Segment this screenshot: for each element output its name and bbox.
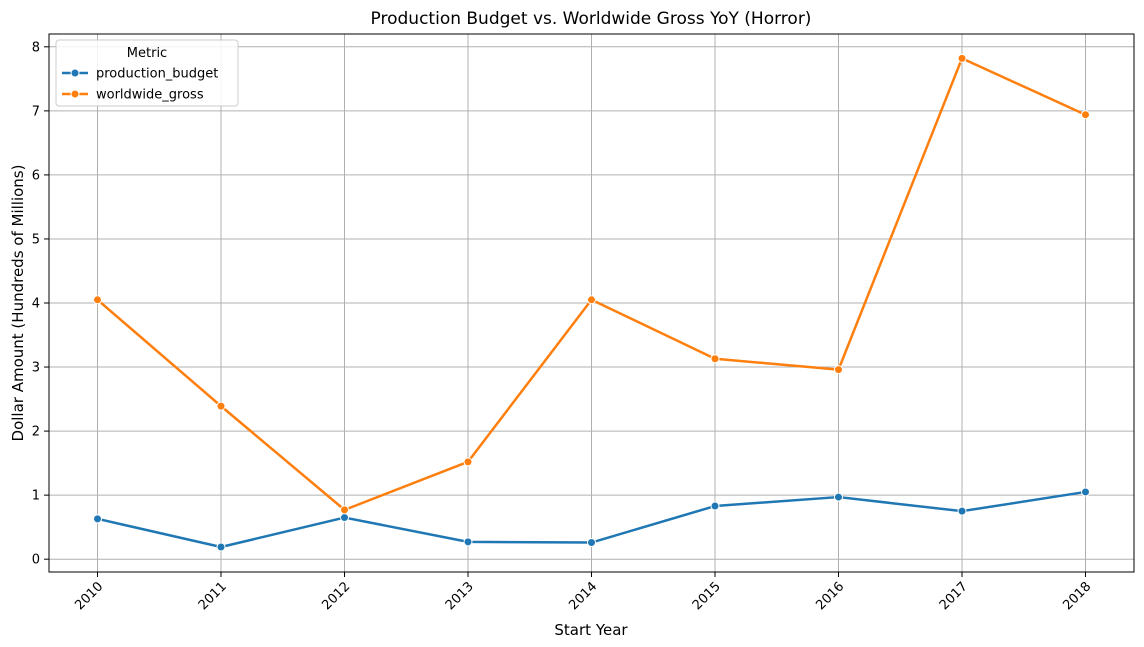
legend-swatch-marker [70,89,80,99]
legend-label: production_budget [96,67,218,82]
series-worldwide_gross [93,53,1090,515]
data-point [340,505,349,515]
data-point [587,295,596,305]
y-axis-label: Dollar Amount (Hundreds of Millions) [9,165,27,442]
x-tick-label: 2016 [813,579,847,613]
x-tick-label: 2017 [937,579,971,613]
legend-label: worldwide_gross [96,88,204,103]
data-point [340,513,349,523]
data-point [834,492,843,502]
data-point [1081,110,1090,120]
series-layer [93,53,1090,552]
legend-swatch-marker [70,68,80,78]
x-tick-label: 2011 [196,579,230,613]
data-point [216,542,226,552]
data-point [93,514,102,524]
y-tick-label: 7 [32,104,40,119]
legend: Metric production_budget worldwide_gross [55,39,239,107]
data-point [93,295,102,305]
legend-item: production_budget [62,67,218,82]
data-point [834,365,843,375]
data-point [957,506,967,516]
data-point [710,501,720,511]
y-tick-label: 4 [32,297,40,312]
legend-title: Metric [127,46,167,61]
y-tick-label: 3 [32,361,40,376]
data-point [587,538,596,548]
legend-item: worldwide_gross [62,88,204,103]
x-tick-label: 2018 [1060,579,1094,613]
data-point [216,401,226,411]
x-tick-label: 2015 [690,579,724,613]
x-axis-label: Start Year [554,621,628,639]
y-tick-label: 8 [32,40,40,55]
data-point [1081,487,1090,497]
data-point [957,53,967,63]
legend-box [55,39,239,107]
x-tick-label: 2014 [566,579,600,613]
y-tick-label: 1 [32,489,40,504]
data-point [710,354,720,364]
y-tick-label: 2 [32,425,40,440]
x-tick-label: 2013 [443,579,477,613]
data-point [463,537,473,547]
series-production_budget [93,487,1090,552]
x-tick-label: 2010 [72,579,106,613]
y-tick-label: 6 [32,168,40,183]
y-tick-label: 0 [32,553,40,568]
x-tick-label: 2012 [319,579,353,613]
data-point [463,457,473,467]
chart-title: Production Budget vs. Worldwide Gross Yo… [371,9,812,29]
y-tick-label: 5 [32,232,40,247]
